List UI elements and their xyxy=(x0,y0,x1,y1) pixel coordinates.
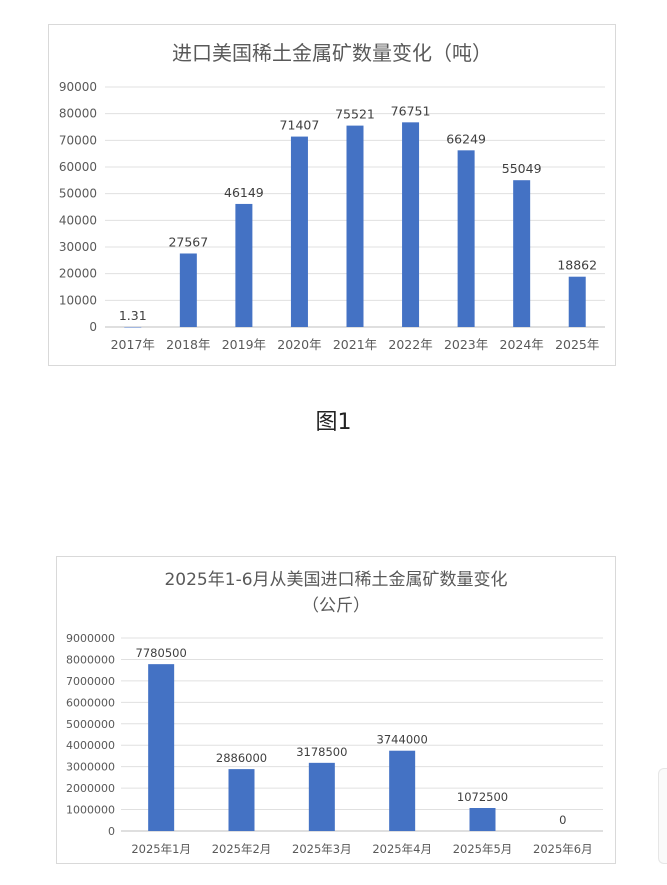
monthly-ytick-label: 9000000 xyxy=(66,632,115,645)
annual-ytick-label: 60000 xyxy=(59,160,97,174)
monthly-ytick-label: 0 xyxy=(108,825,115,838)
monthly-ytick-label: 1000000 xyxy=(66,804,115,817)
chart-annual-imports: 0 10000 20000 30000 40000 50000 60000 70000 8000… xyxy=(48,24,616,366)
monthly-ytick-label: 5000000 xyxy=(66,718,115,731)
monthly-value-label: 2886000 xyxy=(216,751,267,765)
annual-bar xyxy=(235,203,253,327)
annual-value-label: 27567 xyxy=(168,234,208,249)
annual-value-label: 46149 xyxy=(224,185,264,200)
chart-monthly-svg: 0 1000000 2000000 3000000 4000000 5000000 6000… xyxy=(66,632,603,856)
annual-ytick-label: 70000 xyxy=(59,133,97,147)
annual-category-label: 2019年 xyxy=(222,337,266,352)
annual-value-label: 55049 xyxy=(502,161,542,176)
monthly-value-label: 0 xyxy=(559,813,566,827)
monthly-category-label: 2025年1月 xyxy=(131,842,191,856)
monthly-bar xyxy=(228,769,255,831)
monthly-ytick-label: 4000000 xyxy=(66,739,115,752)
page-scroll-handle[interactable] xyxy=(658,768,667,864)
chart-annual-title: 进口美国稀土金属矿数量变化（吨） xyxy=(172,41,492,65)
annual-category-label: 2022年 xyxy=(388,337,432,352)
monthly-value-label: 3744000 xyxy=(377,733,428,747)
annual-ytick-label: 0 xyxy=(89,320,97,334)
annual-category-label: 2023年 xyxy=(444,337,488,352)
chart-monthly-title-line2: （公斤） xyxy=(302,596,370,616)
annual-ytick-label: 80000 xyxy=(59,107,97,121)
annual-category-label: 2017年 xyxy=(111,337,155,352)
monthly-value-label: 1072500 xyxy=(457,790,508,804)
annual-category-label: 2018年 xyxy=(166,337,210,352)
annual-ytick-label: 30000 xyxy=(59,240,97,254)
monthly-ytick-label: 8000000 xyxy=(66,653,115,666)
annual-value-label: 71407 xyxy=(280,118,320,133)
monthly-category-label: 2025年6月 xyxy=(533,842,593,856)
annual-bar xyxy=(457,150,475,327)
monthly-ytick-label: 2000000 xyxy=(66,782,115,795)
annual-value-label: 76751 xyxy=(391,103,431,118)
monthly-category-label: 2025年5月 xyxy=(453,842,513,856)
monthly-bar xyxy=(469,808,496,831)
annual-ytick-label: 10000 xyxy=(59,293,97,307)
annual-value-label: 75521 xyxy=(335,107,375,122)
monthly-value-label: 3178500 xyxy=(296,745,347,759)
annual-value-label: 1.31 xyxy=(119,308,147,323)
chart-annual-svg: 0 10000 20000 30000 40000 50000 60000 70000 8000… xyxy=(59,80,605,352)
monthly-ytick-label: 7000000 xyxy=(66,675,115,688)
annual-category-label: 2021年 xyxy=(333,337,377,352)
annual-category-label: 2020年 xyxy=(277,337,321,352)
annual-bar xyxy=(346,125,364,328)
monthly-bar xyxy=(389,750,416,831)
monthly-bar xyxy=(308,762,335,831)
monthly-bar xyxy=(148,664,175,831)
annual-bar xyxy=(402,122,420,328)
annual-bar xyxy=(124,326,142,328)
monthly-category-label: 2025年4月 xyxy=(372,842,432,856)
annual-bar xyxy=(179,253,197,327)
annual-ytick-label: 40000 xyxy=(59,213,97,227)
annual-ytick-label: 90000 xyxy=(59,80,97,94)
monthly-value-label: 7780500 xyxy=(136,646,187,660)
annual-category-label: 2025年 xyxy=(555,337,599,352)
monthly-category-label: 2025年2月 xyxy=(212,842,272,856)
annual-bar xyxy=(568,276,586,327)
monthly-ytick-label: 6000000 xyxy=(66,696,115,709)
annual-value-label: 66249 xyxy=(446,131,486,146)
figure-caption: 图1 xyxy=(315,410,352,435)
annual-bar xyxy=(290,136,308,327)
annual-value-label: 18862 xyxy=(557,258,597,273)
chart-monthly-imports: 0 1000000 2000000 3000000 4000000 5000000 6000… xyxy=(56,556,616,864)
chart-monthly-title: 2025年1-6月从美国进口稀土金属矿数量变化 （公斤） xyxy=(57,567,615,619)
annual-bar xyxy=(513,180,531,327)
annual-ytick-label: 20000 xyxy=(59,267,97,281)
monthly-category-label: 2025年3月 xyxy=(292,842,352,856)
chart-monthly-title-line1: 2025年1-6月从美国进口稀土金属矿数量变化 xyxy=(164,570,508,590)
annual-category-label: 2024年 xyxy=(500,337,544,352)
annual-ytick-label: 50000 xyxy=(59,187,97,201)
monthly-ytick-label: 3000000 xyxy=(66,761,115,774)
